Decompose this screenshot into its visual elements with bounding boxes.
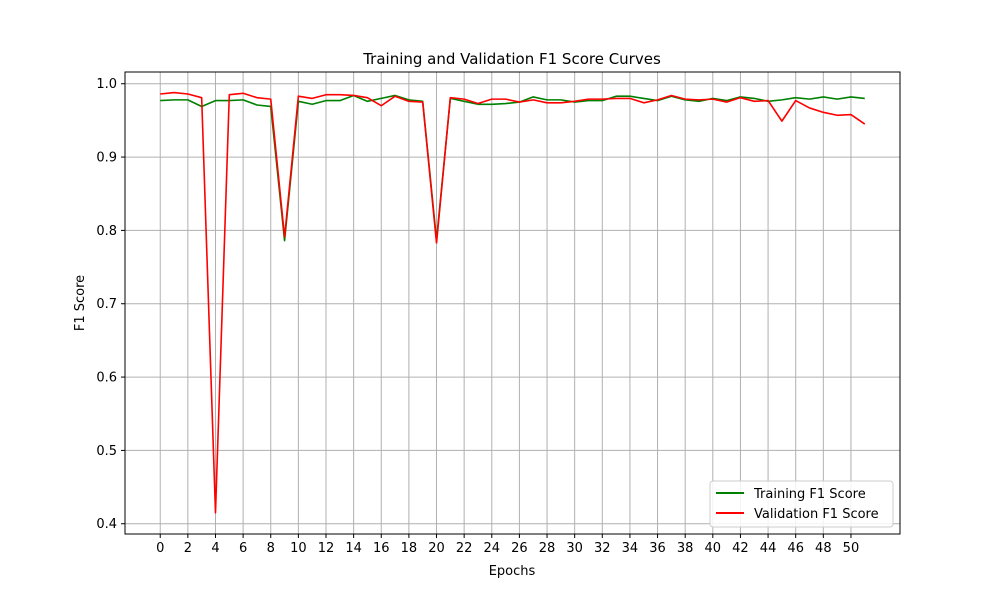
x-tick-label: 44: [760, 541, 777, 556]
y-tick-label: 0.9: [96, 151, 117, 166]
y-tick-label: 0.8: [96, 224, 117, 239]
chart-title: Training and Validation F1 Score Curves: [362, 50, 661, 68]
x-tick-label: 18: [401, 541, 418, 556]
x-axis-label: Epochs: [489, 564, 536, 579]
x-tick-label: 8: [267, 541, 275, 556]
x-tick-label: 40: [705, 541, 722, 556]
y-axis-label: F1 Score: [73, 275, 88, 331]
legend-label-training: Training F1 Score: [753, 487, 866, 502]
x-tick-label: 46: [787, 541, 804, 556]
y-tick-label: 0.5: [96, 444, 117, 459]
validation-f1-line: [160, 91, 866, 514]
y-tick-label: 0.4: [96, 517, 117, 532]
series-lines: [160, 91, 866, 514]
x-tick-label: 14: [345, 541, 362, 556]
axes-frame: [124, 71, 901, 535]
x-tick-label: 42: [732, 541, 749, 556]
x-tick-label: 20: [428, 541, 445, 556]
x-tick-label: 36: [649, 541, 666, 556]
x-tick-label: 34: [622, 541, 639, 556]
y-tick-label: 1.0: [96, 77, 117, 92]
x-tick-label: 6: [239, 541, 247, 556]
x-tick-label: 16: [373, 541, 390, 556]
x-tick-label: 32: [594, 541, 611, 556]
x-tick-label: 50: [843, 541, 860, 556]
x-tick-label: 30: [566, 541, 583, 556]
x-axis-ticks: 0 2 4 6 8 10 12 14 16 18 20 22 24 26 28 30 32 34 36 38 40 42 4…: [156, 534, 859, 556]
legend-label-validation: Validation F1 Score: [754, 507, 879, 522]
x-tick-label: 0: [156, 541, 164, 556]
x-tick-label: 10: [290, 541, 307, 556]
legend: Training F1 Score Validation F1 Score: [709, 480, 894, 528]
x-tick-label: 4: [211, 541, 219, 556]
x-tick-label: 24: [484, 541, 501, 556]
x-tick-label: 2: [184, 541, 192, 556]
x-tick-label: 12: [318, 541, 335, 556]
legend-box: [709, 480, 894, 528]
x-tick-label: 22: [456, 541, 473, 556]
y-axis-ticks: 0.4 0.5 0.6 0.7 0.8 0.9 1.0: [96, 77, 125, 532]
x-tick-label: 38: [677, 541, 694, 556]
x-tick-label: 28: [539, 541, 556, 556]
x-tick-label: 48: [815, 541, 832, 556]
x-tick-label: 26: [511, 541, 528, 556]
y-tick-label: 0.7: [96, 297, 117, 312]
y-tick-label: 0.6: [96, 371, 117, 386]
grid: [125, 72, 900, 534]
